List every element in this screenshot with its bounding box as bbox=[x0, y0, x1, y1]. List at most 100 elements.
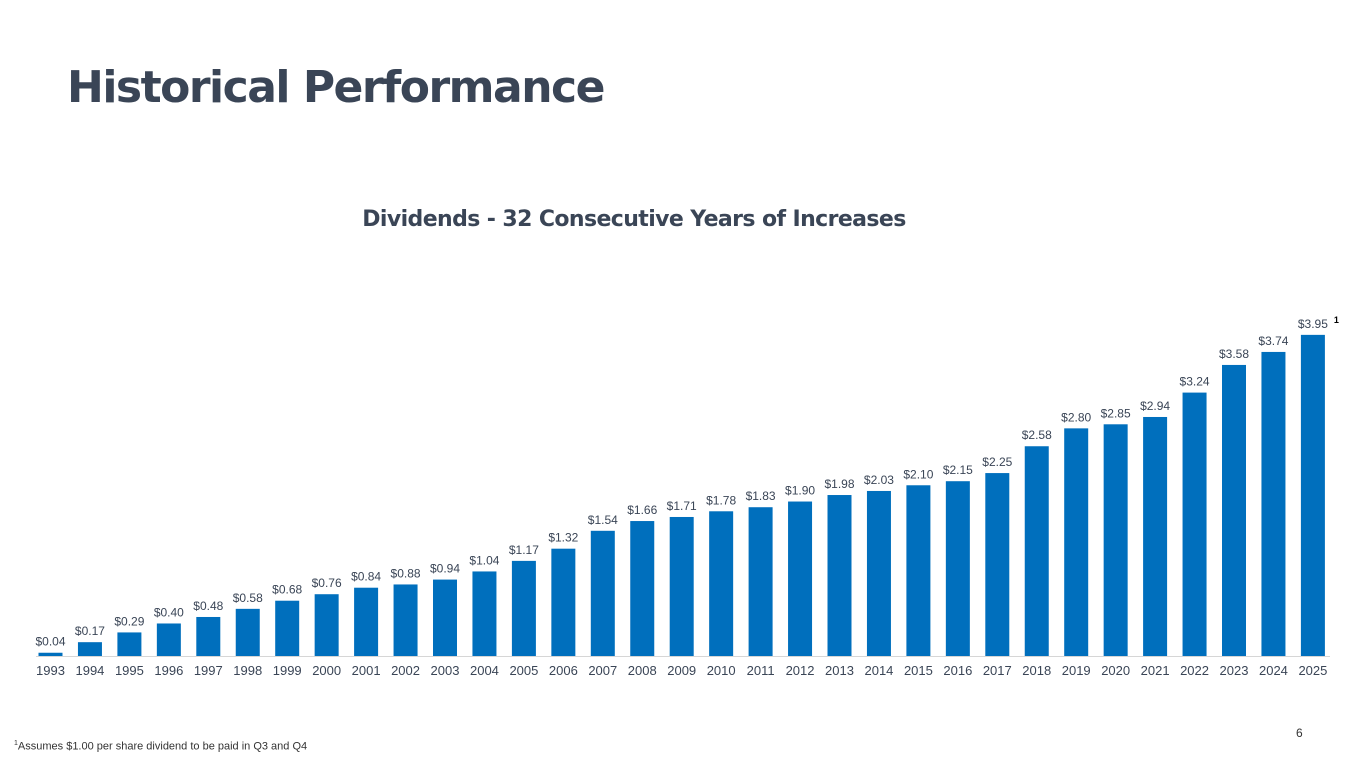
x-tick-label-1993: 1993 bbox=[36, 663, 65, 678]
x-tick-label-2022: 2022 bbox=[1180, 663, 1209, 678]
value-label-2014: $2.03 bbox=[864, 473, 894, 487]
x-tick-label-1997: 1997 bbox=[194, 663, 223, 678]
value-label-2016: $2.15 bbox=[943, 463, 973, 477]
bar-1999 bbox=[275, 600, 300, 656]
chart-title: Dividends - 32 Consecutive Years of Incr… bbox=[362, 207, 906, 232]
x-tick-label-2021: 2021 bbox=[1141, 663, 1170, 678]
bar-1994 bbox=[77, 642, 102, 656]
x-tick-label-2007: 2007 bbox=[588, 663, 617, 678]
x-tick-label-1994: 1994 bbox=[75, 663, 104, 678]
x-tick-label-2005: 2005 bbox=[509, 663, 538, 678]
bar-2001 bbox=[354, 587, 379, 656]
value-label-2004: $1.04 bbox=[469, 553, 499, 567]
x-tick-label-2006: 2006 bbox=[549, 663, 578, 678]
bar-2011 bbox=[748, 507, 773, 656]
value-label-2019: $2.80 bbox=[1061, 410, 1091, 424]
bar-1995 bbox=[117, 632, 142, 656]
value-label-2005: $1.17 bbox=[509, 543, 539, 557]
value-label-2013: $1.98 bbox=[824, 477, 854, 491]
value-label-1993: $0.04 bbox=[35, 635, 65, 649]
x-tick-label-2020: 2020 bbox=[1101, 663, 1130, 678]
page-title: Historical Performance bbox=[67, 62, 605, 113]
x-tick-label-2012: 2012 bbox=[786, 663, 815, 678]
bar-2015 bbox=[906, 485, 931, 656]
bar-2004 bbox=[472, 571, 497, 656]
x-tick-label-2008: 2008 bbox=[628, 663, 657, 678]
value-label-2024: $3.74 bbox=[1258, 334, 1288, 348]
bar-1996 bbox=[156, 623, 181, 656]
value-label-1994: $0.17 bbox=[75, 624, 105, 638]
value-label-group: $0.04 $0.17 $0.29 $0.40 $0.48 $0.58 $0.68 $0.76… bbox=[35, 315, 1338, 649]
bar-2008 bbox=[630, 521, 655, 656]
value-label-1999: $0.68 bbox=[272, 583, 302, 597]
footnote-marker: 1 bbox=[14, 740, 18, 747]
x-tick-label-1996: 1996 bbox=[154, 663, 183, 678]
bar-2013 bbox=[827, 495, 852, 656]
value-label-1998: $0.58 bbox=[233, 591, 263, 605]
x-tick-label-2009: 2009 bbox=[667, 663, 696, 678]
bar-2000 bbox=[314, 594, 339, 656]
x-tick-label-2019: 2019 bbox=[1062, 663, 1091, 678]
annotation-marker: 1 bbox=[1334, 315, 1339, 325]
value-label-2002: $0.88 bbox=[391, 566, 421, 580]
value-label-2010: $1.78 bbox=[706, 493, 736, 507]
value-label-1996: $0.40 bbox=[154, 605, 184, 619]
x-tick-label-group: 1993 1994 1995 1996 1997 1998 1999 2000 2001 2002… bbox=[36, 663, 1327, 678]
bar-2009 bbox=[669, 516, 694, 656]
value-label-2021: $2.94 bbox=[1140, 399, 1170, 413]
x-tick-label-2015: 2015 bbox=[904, 663, 933, 678]
x-tick-label-2016: 2016 bbox=[943, 663, 972, 678]
value-label-2003: $0.94 bbox=[430, 562, 460, 576]
footnote: 1Assumes $1.00 per share dividend to be … bbox=[14, 740, 307, 753]
bar-2006 bbox=[551, 548, 576, 656]
value-label-2018: $2.58 bbox=[1022, 428, 1052, 442]
bar-2014 bbox=[866, 490, 891, 656]
bar-2010 bbox=[709, 511, 734, 656]
value-label-2025: $3.95 bbox=[1298, 317, 1328, 331]
x-tick-label-2025: 2025 bbox=[1298, 663, 1327, 678]
x-tick-label-2017: 2017 bbox=[983, 663, 1012, 678]
value-label-2009: $1.71 bbox=[667, 499, 697, 513]
bar-2022 bbox=[1182, 392, 1207, 656]
value-label-1995: $0.29 bbox=[114, 614, 144, 628]
value-label-2000: $0.76 bbox=[312, 576, 342, 590]
bar-2021 bbox=[1143, 416, 1168, 656]
x-tick-label-2011: 2011 bbox=[747, 663, 775, 678]
x-tick-label-1999: 1999 bbox=[273, 663, 302, 678]
value-label-2006: $1.32 bbox=[548, 531, 578, 545]
x-tick-label-1995: 1995 bbox=[115, 663, 144, 678]
x-tick-label-2000: 2000 bbox=[312, 663, 341, 678]
bar-2020 bbox=[1103, 424, 1128, 656]
x-tick-label-2004: 2004 bbox=[470, 663, 499, 678]
bar-2003 bbox=[433, 579, 457, 656]
bar-2007 bbox=[590, 530, 615, 656]
value-label-2023: $3.58 bbox=[1219, 347, 1249, 361]
bar-1997 bbox=[196, 616, 221, 656]
footnote-text: Assumes $1.00 per share dividend to be p… bbox=[17, 740, 308, 753]
value-label-2020: $2.85 bbox=[1101, 406, 1131, 420]
bar-2002 bbox=[393, 584, 418, 656]
bar-2005 bbox=[511, 560, 536, 656]
x-tick-label-2001: 2001 bbox=[352, 663, 381, 678]
bar-2012 bbox=[788, 501, 813, 656]
page-number: 6 bbox=[1296, 726, 1303, 740]
x-tick-label-2002: 2002 bbox=[391, 663, 420, 678]
value-label-2017: $2.25 bbox=[982, 455, 1012, 469]
x-tick-label-2010: 2010 bbox=[707, 663, 736, 678]
bar-2023 bbox=[1222, 364, 1246, 656]
bar-2017 bbox=[985, 473, 1010, 656]
x-tick-label-2014: 2014 bbox=[864, 663, 893, 678]
value-label-2015: $2.10 bbox=[903, 467, 933, 481]
x-tick-label-2003: 2003 bbox=[431, 663, 460, 678]
value-label-2008: $1.66 bbox=[627, 503, 657, 517]
value-label-1997: $0.48 bbox=[193, 599, 223, 613]
bar-group bbox=[38, 334, 1325, 656]
value-label-2022: $3.24 bbox=[1180, 375, 1210, 389]
bar-2025 bbox=[1300, 334, 1325, 656]
value-label-2012: $1.90 bbox=[785, 484, 815, 498]
x-tick-label-2013: 2013 bbox=[825, 663, 854, 678]
x-tick-label-2024: 2024 bbox=[1259, 663, 1288, 678]
x-tick-label-2018: 2018 bbox=[1022, 663, 1051, 678]
value-label-2001: $0.84 bbox=[351, 570, 381, 584]
